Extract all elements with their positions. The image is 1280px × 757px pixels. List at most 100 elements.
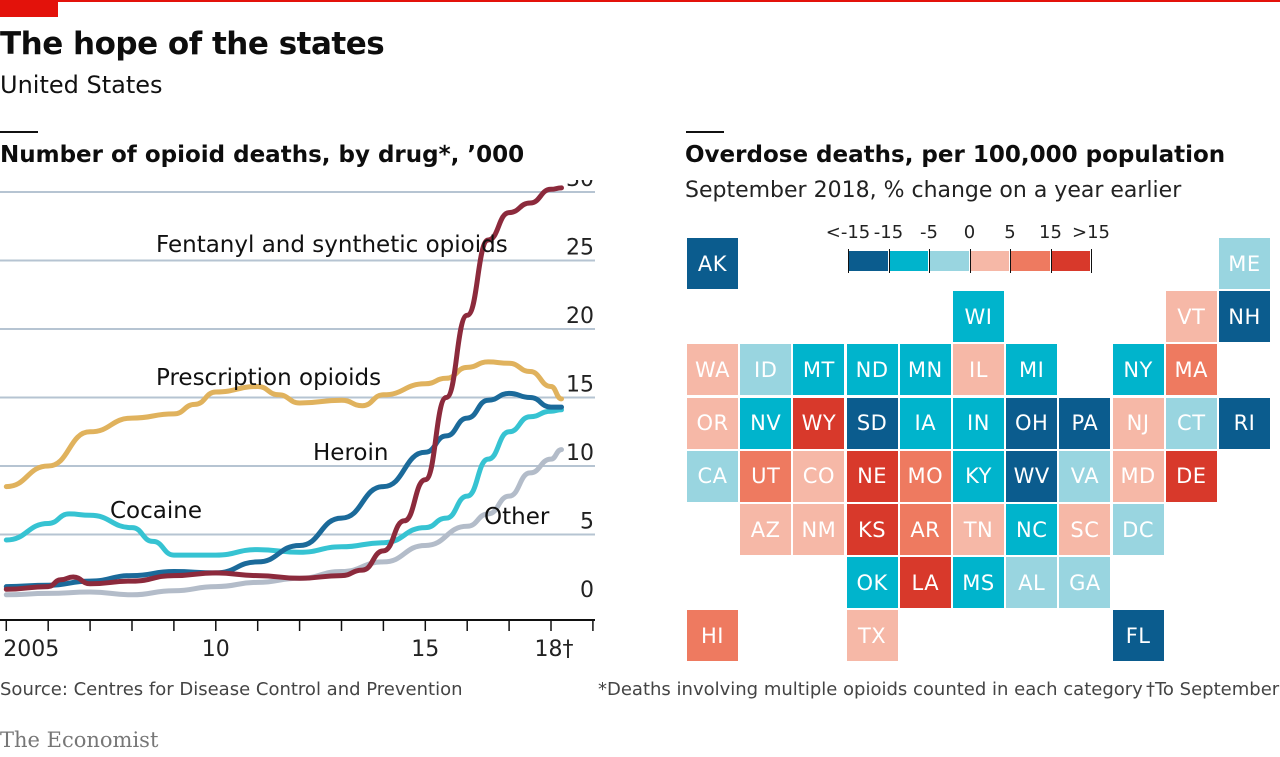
series-line-cocaine [3,407,564,558]
x-tick-label: 2005 [3,637,59,662]
state-tile-ga: GA [1059,557,1111,609]
state-tile-nh: NH [1219,291,1270,343]
legend-label: >15 [1072,222,1110,243]
left-panel-title: Number of opioid deaths, by drug*, ’000 [0,142,525,168]
state-tile-ok: OK [846,557,898,609]
y-tick-label: 25 [566,236,594,261]
state-tile-wv: WV [1006,450,1058,502]
y-tick-label: 20 [566,304,594,329]
legend-tick [969,249,971,273]
state-tile-tx: TX [846,610,898,662]
legend-tick [1050,249,1052,273]
legend-swatch [1051,251,1090,271]
state-tile-wa: WA [687,344,738,396]
label-heroin: Heroin [313,440,388,466]
legend-label: -5 [920,222,938,243]
state-tile-ne: NE [846,450,898,502]
y-tick-label: 15 [566,373,594,398]
series-line-prescription-opioids [3,359,564,490]
state-tile-ct: CT [1165,397,1217,449]
state-tile-ny: NY [1112,344,1164,396]
label-other: Other [484,504,550,530]
x-tick-label: 10 [202,637,230,662]
state-tile-ar: AR [899,504,951,555]
state-tile-az: AZ [740,504,792,555]
chart-title: The hope of the states [0,26,385,62]
y-tick-label: 0 [580,578,594,603]
label-fentanyl: Fentanyl and synthetic opioids [156,232,508,258]
right-panel-title: Overdose deaths, per 100,000 population [685,142,1226,168]
state-tile-ca: CA [687,450,738,502]
series-line-heroin [3,390,564,590]
dagger-footnote: †To September [1146,679,1280,700]
chart-subtitle: United States [0,71,163,99]
state-tile-mi: MI [1006,344,1058,396]
economist-red-tag [0,0,58,17]
state-tile-vt: VT [1165,291,1217,343]
state-tile-mt: MT [793,344,845,396]
state-tile-ak: AK [687,238,738,289]
state-tile-id: ID [740,344,792,396]
state-tile-fl: FL [1112,610,1164,662]
series-lines [3,185,564,598]
state-tile-de: DE [1165,450,1217,502]
legend-label: 15 [1039,222,1062,243]
x-tick-label: 18† [535,637,574,662]
state-tile-mo: MO [899,450,951,502]
line-chart: 0 5 10 15 20 25 30 2005 10 15 18† Fentanyl and sy… [0,180,595,662]
right-panel-rule [686,131,724,133]
state-tile-la: LA [899,557,951,609]
legend-label: <-15 [825,222,871,243]
state-tile-tn: TN [953,504,1004,555]
state-tile-sd: SD [846,397,898,449]
state-tile-ky: KY [953,450,1004,502]
state-tile-pa: PA [1059,397,1111,449]
legend-swatch [849,251,888,271]
brand-wordmark: The Economist [0,728,159,752]
legend-label: 0 [963,222,976,243]
state-tile-nj: NJ [1112,397,1164,449]
legend-swatch [930,251,969,271]
state-tile-va: VA [1059,450,1111,502]
state-tile-wi: WI [953,291,1004,343]
legend-swatch [1011,251,1050,271]
state-tile-or: OR [687,397,738,449]
state-tile-nd: ND [846,344,898,396]
state-tile-in: IN [953,397,1004,449]
footnote: *Deaths involving multiple opioids count… [598,679,1143,700]
legend-tick [888,249,890,273]
top-rule [0,0,1280,2]
legend-tick [1010,249,1011,273]
y-tick-label: 10 [566,441,594,466]
state-tile-hi: HI [687,610,738,662]
source-note: Source: Centres for Disease Control and … [0,679,463,700]
state-tile-ri: RI [1219,397,1270,449]
state-tile-ks: KS [846,504,898,555]
x-tick-label: 15 [411,637,439,662]
series-line-fentanyl-and-synthetic-opioids [3,185,564,592]
state-tile-nm: NM [793,504,845,555]
state-tile-oh: OH [1006,397,1058,449]
legend-tick [929,249,930,273]
legend-swatch [889,251,928,271]
legend-tick [1091,249,1092,273]
y-tick-label: 30 [566,180,594,192]
state-tile-ut: UT [740,450,792,502]
label-cocaine: Cocaine [110,498,202,524]
state-tile-co: CO [793,450,845,502]
right-panel-subtitle: September 2018, % change on a year earli… [685,178,1182,203]
legend-tick [848,249,849,273]
state-tile-sc: SC [1059,504,1111,555]
legend-label: 5 [1004,222,1016,243]
series-line-other [3,447,564,598]
x-axis: 2005 10 15 18† [0,619,595,662]
label-prescription: Prescription opioids [156,365,381,391]
series-labels: Fentanyl and synthetic opioids Prescript… [110,232,550,530]
left-panel-rule [0,131,38,133]
state-tile-mn: MN [899,344,951,396]
state-tile-al: AL [1006,557,1058,609]
state-tile-md: MD [1112,450,1164,502]
state-tile-wy: WY [793,397,845,449]
state-tile-nc: NC [1006,504,1058,555]
state-tile-me: ME [1219,238,1270,289]
